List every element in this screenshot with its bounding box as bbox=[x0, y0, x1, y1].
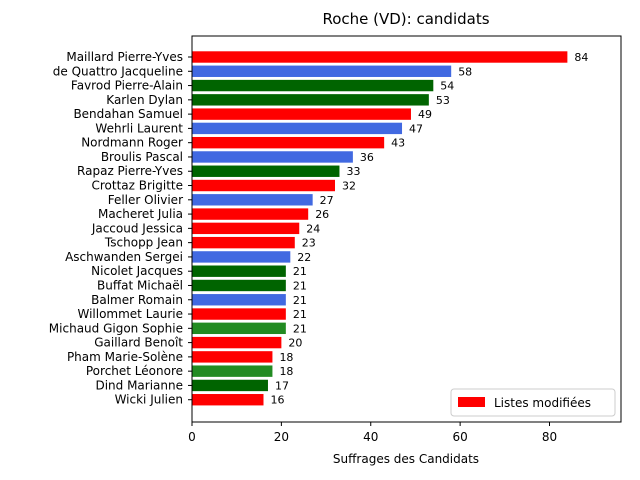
bar-value-label: 58 bbox=[458, 65, 472, 78]
bar bbox=[192, 365, 273, 377]
bar-value-label: 17 bbox=[275, 379, 289, 392]
bars-group bbox=[192, 51, 568, 406]
category-label: Nordmann Roger bbox=[81, 136, 183, 150]
category-label: Nicolet Jacques bbox=[91, 264, 183, 278]
bar-value-label: 21 bbox=[293, 294, 307, 307]
category-label: Balmer Romain bbox=[91, 293, 183, 307]
bar-value-label: 84 bbox=[574, 51, 588, 64]
category-label: Gaillard Benoît bbox=[94, 336, 183, 350]
bar bbox=[192, 122, 403, 135]
category-label: Crottaz Brigitte bbox=[91, 179, 183, 193]
category-label: Porchet Léonore bbox=[86, 364, 183, 378]
x-tick-label: 80 bbox=[542, 430, 557, 444]
x-ticks-group: 0 20 40 60 80 bbox=[188, 422, 557, 444]
bar bbox=[192, 51, 568, 63]
category-label: Buffat Michaël bbox=[97, 278, 183, 292]
category-label: Favrod Pierre-Alain bbox=[71, 79, 183, 93]
bar-value-label: 32 bbox=[342, 180, 356, 193]
legend-swatch bbox=[458, 397, 485, 407]
category-label: Bendahan Samuel bbox=[73, 107, 183, 121]
category-label: Aschwanden Sergei bbox=[65, 250, 183, 264]
bar bbox=[192, 179, 335, 192]
category-label: Dind Marianne bbox=[95, 378, 183, 392]
bar bbox=[192, 394, 264, 406]
bar bbox=[192, 336, 282, 349]
x-axis-label: Suffrages des Candidats bbox=[333, 452, 479, 466]
bar-value-label: 33 bbox=[346, 165, 360, 178]
bar-value-label: 47 bbox=[409, 122, 423, 135]
bar-value-label: 23 bbox=[302, 237, 316, 250]
bar-value-label: 20 bbox=[288, 337, 302, 350]
bar-value-label: 36 bbox=[360, 151, 374, 164]
category-label: Pham Marie-Solène bbox=[67, 350, 183, 364]
bar-value-label: 16 bbox=[271, 394, 285, 407]
bar bbox=[192, 165, 340, 177]
bar bbox=[192, 136, 385, 149]
category-label: Michaud Gigon Sophie bbox=[49, 321, 183, 335]
plot-frame bbox=[191, 35, 622, 423]
bar bbox=[192, 236, 295, 249]
legend: Listes modifiées bbox=[450, 388, 616, 417]
bar bbox=[192, 194, 313, 206]
bar bbox=[192, 151, 353, 163]
bar-value-label: 27 bbox=[320, 194, 334, 207]
category-label: Rapaz Pierre-Yves bbox=[77, 164, 183, 178]
bar-value-label: 22 bbox=[297, 251, 311, 264]
x-tick-label: 0 bbox=[188, 430, 196, 444]
category-label: Maillard Pierre-Yves bbox=[66, 50, 183, 64]
x-tick-label: 60 bbox=[452, 430, 467, 444]
bar-value-label: 54 bbox=[440, 80, 454, 93]
category-label: Broulis Pascal bbox=[101, 150, 183, 164]
legend-label: Listes modifiées bbox=[494, 396, 591, 410]
bar bbox=[192, 379, 268, 392]
bar-value-label: 49 bbox=[418, 108, 432, 121]
bar bbox=[192, 265, 286, 277]
bar bbox=[192, 222, 300, 235]
bar bbox=[192, 322, 286, 335]
bar-value-label: 21 bbox=[293, 265, 307, 278]
bar-value-label: 21 bbox=[293, 308, 307, 321]
category-label: Jaccoud Jessica bbox=[91, 221, 183, 235]
bar-value-label: 18 bbox=[279, 351, 293, 364]
category-label: de Quattro Jacqueline bbox=[53, 64, 183, 78]
bar bbox=[192, 294, 286, 306]
bar bbox=[192, 351, 273, 363]
bar bbox=[192, 108, 411, 120]
bar-value-label: 18 bbox=[279, 365, 293, 378]
category-label: Karlen Dylan bbox=[106, 93, 183, 107]
category-label: Willommet Laurie bbox=[77, 307, 183, 321]
chart-title: Roche (VD): candidats bbox=[322, 10, 489, 28]
bar-value-label: 26 bbox=[315, 208, 329, 221]
x-tick-label: 40 bbox=[363, 430, 378, 444]
bar bbox=[192, 79, 434, 92]
bar bbox=[192, 65, 452, 77]
bar-value-label: 21 bbox=[293, 322, 307, 335]
bar bbox=[192, 94, 429, 106]
value-labels-group: 8458545349474336333227262423222121212121… bbox=[271, 51, 589, 407]
category-label: Wehrli Laurent bbox=[95, 121, 183, 135]
bar-value-label: 24 bbox=[306, 222, 320, 235]
category-label: Feller Olivier bbox=[108, 193, 183, 207]
bar bbox=[192, 308, 286, 320]
x-tick-label: 20 bbox=[274, 430, 289, 444]
bar bbox=[192, 208, 309, 220]
bar bbox=[192, 279, 286, 292]
category-label: Macheret Julia bbox=[98, 207, 183, 221]
bar-value-label: 53 bbox=[436, 94, 450, 107]
legend-box bbox=[450, 388, 616, 417]
category-label: Wicki Julien bbox=[115, 393, 183, 407]
category-label: Tschopp Jean bbox=[104, 236, 183, 250]
bar-value-label: 43 bbox=[391, 137, 405, 150]
bar bbox=[192, 251, 291, 263]
bar-value-label: 21 bbox=[293, 279, 307, 292]
